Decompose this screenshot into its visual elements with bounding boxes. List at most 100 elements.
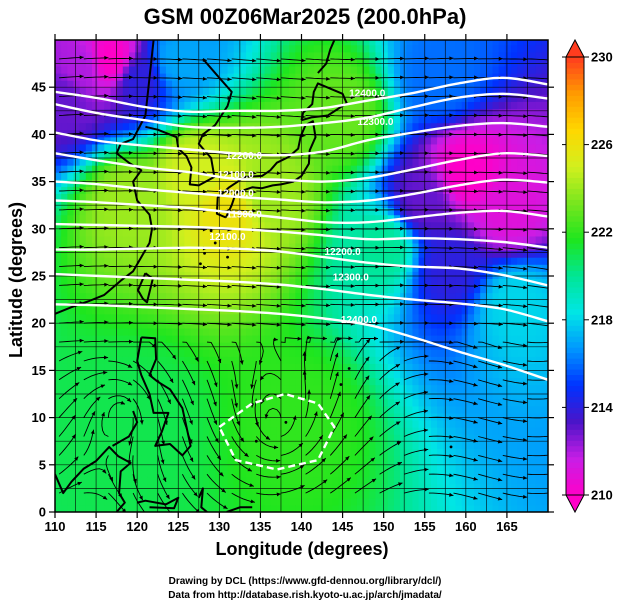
- field-cell: [424, 179, 432, 187]
- field-cell: [61, 313, 68, 322]
- field-cell: [98, 51, 105, 60]
- field-cell: [387, 214, 395, 223]
- field-cell: [387, 179, 395, 187]
- field-cell: [172, 228, 179, 237]
- field-cell: [393, 228, 401, 237]
- field-cell: [393, 101, 401, 110]
- field-cell: [147, 306, 155, 315]
- field-cell: [356, 271, 364, 279]
- field-cell: [122, 264, 130, 272]
- field-cell: [270, 292, 278, 301]
- field-cell: [443, 469, 450, 478]
- field-cell: [172, 200, 179, 209]
- field-cell: [178, 490, 186, 499]
- field-cell: [492, 235, 500, 244]
- field-cell: [393, 73, 401, 81]
- field-cell: [141, 129, 149, 138]
- field-cell: [55, 80, 62, 88]
- field-cell: [264, 497, 272, 506]
- field-cell: [356, 497, 364, 506]
- field-cell: [449, 427, 457, 435]
- field-cell: [437, 158, 444, 166]
- field-cell: [467, 122, 475, 131]
- field-cell: [344, 462, 352, 471]
- field-cell: [202, 186, 210, 194]
- field-cell: [153, 108, 161, 117]
- field-cell: [480, 370, 487, 379]
- field-cell: [492, 122, 500, 131]
- field-cell: [492, 504, 500, 512]
- field-cell: [165, 44, 173, 53]
- field-cell: [153, 349, 161, 357]
- field-cell: [492, 228, 500, 237]
- field-cell: [338, 384, 346, 393]
- field-cell: [387, 115, 395, 124]
- field-cell: [128, 370, 136, 379]
- field-cell: [393, 306, 401, 315]
- field-cell: [141, 94, 149, 102]
- field-cell: [443, 370, 450, 379]
- field-cell: [461, 462, 469, 471]
- field-cell: [350, 370, 358, 379]
- field-cell: [301, 242, 309, 251]
- field-cell: [437, 179, 444, 187]
- field-cell: [283, 299, 290, 308]
- field-cell: [474, 370, 481, 379]
- field-cell: [467, 299, 475, 308]
- field-cell: [301, 193, 309, 202]
- field-cell: [104, 207, 112, 216]
- field-cell: [480, 228, 487, 237]
- field-cell: [79, 497, 87, 506]
- field-cell: [375, 207, 383, 216]
- field-cell: [98, 87, 105, 95]
- field-cell: [202, 129, 210, 138]
- field-cell: [122, 327, 130, 336]
- field-cell: [313, 412, 321, 421]
- field-cell: [91, 51, 99, 60]
- field-cell: [239, 427, 247, 435]
- field-cell: [437, 193, 444, 202]
- field-cell: [313, 186, 321, 194]
- field-cell: [492, 221, 500, 230]
- field-cell: [159, 80, 167, 88]
- field-cell: [276, 455, 284, 464]
- field-cell: [73, 462, 81, 471]
- field-cell: [332, 44, 340, 53]
- field-cell: [467, 271, 475, 279]
- field-cell: [153, 44, 161, 53]
- field-cell: [184, 101, 192, 110]
- field-cell: [455, 221, 463, 230]
- field-cell: [98, 122, 105, 131]
- field-cell: [116, 327, 124, 336]
- field-cell: [332, 165, 340, 173]
- field-cell: [55, 455, 62, 464]
- field-cell: [387, 150, 395, 159]
- field-cell: [301, 342, 309, 350]
- field-cell: [61, 122, 68, 131]
- field-cell: [387, 335, 395, 343]
- field-cell: [227, 391, 235, 400]
- field-cell: [363, 398, 370, 407]
- field-cell: [449, 476, 457, 485]
- field-cell: [443, 363, 450, 371]
- field-cell: [116, 257, 124, 265]
- field-cell: [387, 363, 395, 371]
- field-cell: [307, 377, 315, 386]
- field-cell: [283, 129, 290, 138]
- field-cell: [461, 158, 469, 166]
- field-cell: [85, 150, 93, 159]
- field-cell: [381, 115, 389, 124]
- field-cell: [467, 136, 475, 145]
- field-cell: [153, 87, 161, 95]
- field-cell: [449, 87, 457, 95]
- field-cell: [486, 363, 494, 371]
- field-cell: [289, 172, 296, 180]
- field-cell: [381, 349, 389, 357]
- field-cell: [344, 320, 352, 329]
- field-cell: [295, 462, 303, 471]
- field-cell: [85, 342, 93, 350]
- field-cell: [221, 228, 229, 237]
- field-cell: [363, 313, 370, 322]
- field-cell: [246, 462, 253, 471]
- field-cell: [153, 313, 161, 322]
